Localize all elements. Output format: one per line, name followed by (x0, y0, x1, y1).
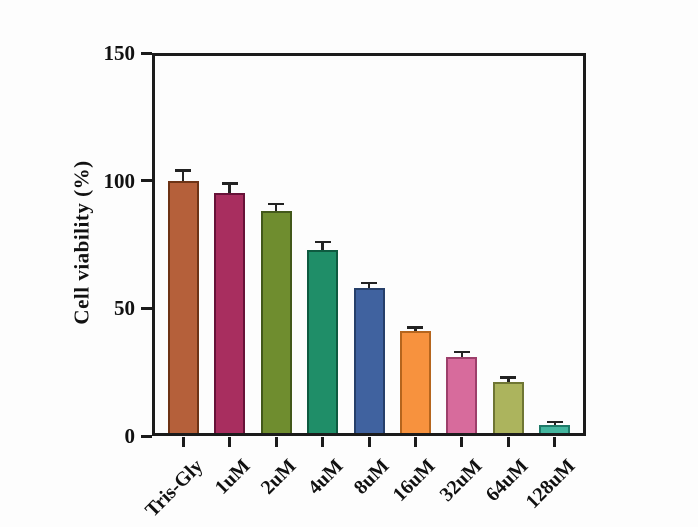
x-tick-label: 8uM (349, 455, 394, 499)
y-tick-label: 0 (124, 424, 136, 448)
y-tick-label: 50 (114, 296, 135, 321)
error-bar-cap (546, 420, 563, 424)
bar (539, 424, 571, 436)
bar (260, 211, 292, 436)
bar (353, 287, 385, 436)
error-bar-cap (500, 376, 517, 379)
error-bar-cap (268, 202, 285, 206)
bar (214, 193, 246, 436)
x-tick-mark (506, 437, 510, 447)
x-tick-mark (321, 437, 325, 447)
error-bar (228, 183, 231, 194)
bar (446, 356, 478, 436)
y-tick-label: 150 (103, 41, 136, 65)
x-tick-label: 16uM (389, 455, 441, 506)
y-tick-mark (141, 434, 152, 438)
y-axis-title: Cell viability (%) (69, 160, 94, 325)
error-bar-cap (221, 182, 238, 185)
bar (167, 180, 199, 436)
error-bar-cap (175, 169, 192, 172)
y-tick-mark (141, 51, 152, 55)
y-tick-mark (141, 179, 152, 183)
x-tick-mark (553, 437, 557, 447)
bar (399, 331, 431, 436)
error-bar (274, 203, 278, 212)
error-bar-cap (314, 240, 331, 244)
x-tick-mark (367, 437, 371, 447)
plot-area (152, 53, 586, 436)
bar (492, 382, 524, 436)
bar (307, 249, 339, 436)
x-tick-label: 128uM (521, 455, 580, 513)
x-tick-label: 2uM (256, 455, 301, 499)
error-bar-cap (361, 281, 377, 285)
x-tick-mark (460, 437, 464, 447)
x-tick-mark (274, 437, 278, 447)
x-tick-label: 32uM (435, 455, 487, 506)
x-tick-mark (413, 437, 417, 447)
error-bar-cap (407, 326, 424, 329)
x-tick-mark (181, 437, 185, 447)
error-bar (460, 351, 464, 357)
x-tick-mark (228, 437, 232, 447)
y-tick-mark (141, 306, 152, 310)
x-tick-label: Tris-Gly (141, 455, 208, 522)
error-bar (321, 241, 324, 250)
error-bar (507, 377, 510, 383)
error-bar (414, 327, 417, 332)
error-bar (367, 282, 371, 288)
x-tick-label: 4uM (303, 455, 348, 499)
error-bar (181, 170, 185, 181)
y-tick-label: 100 (103, 168, 136, 193)
error-bar-cap (453, 350, 470, 354)
x-tick-label: 1uM (210, 455, 255, 499)
